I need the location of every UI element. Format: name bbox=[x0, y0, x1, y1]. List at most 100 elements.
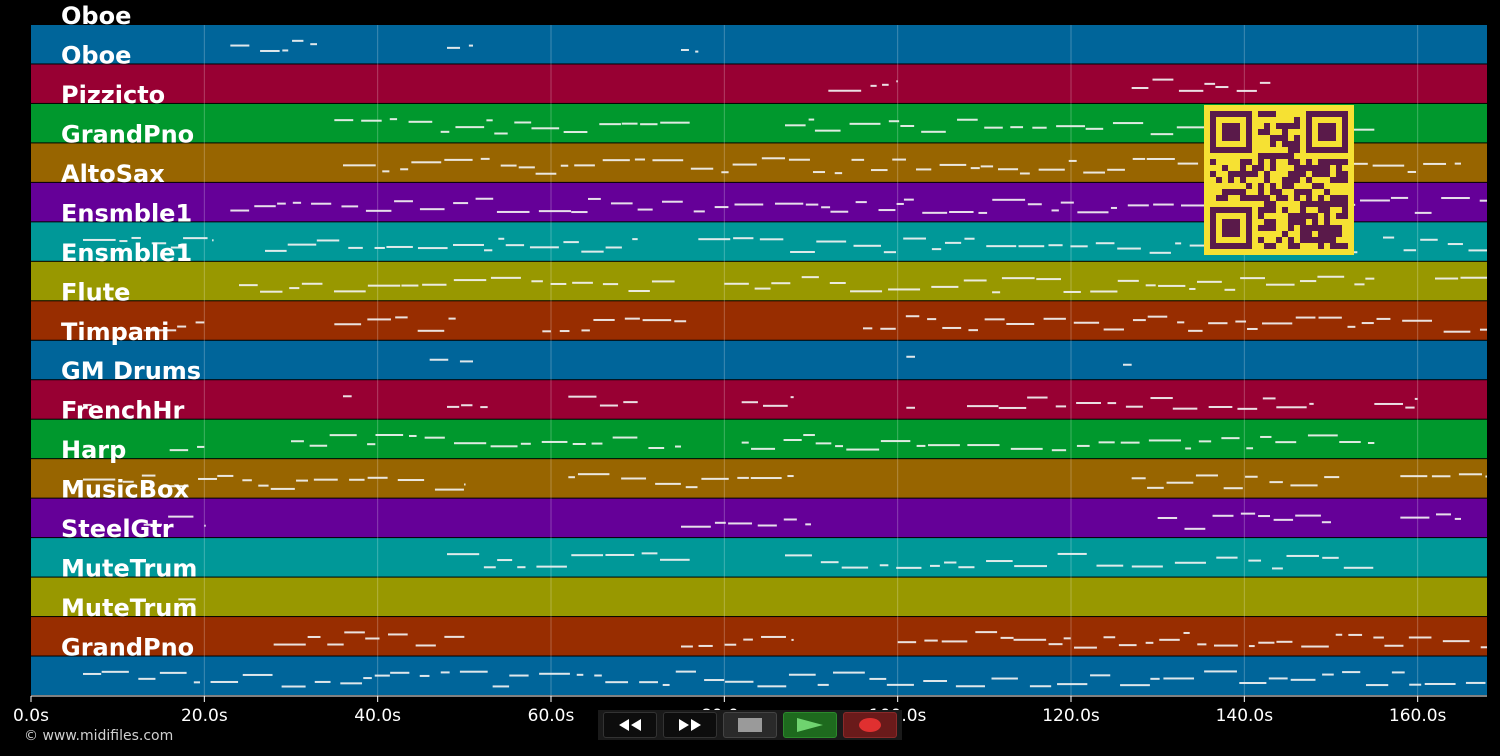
note-mark bbox=[602, 283, 619, 286]
qr-module bbox=[1342, 213, 1348, 219]
note-mark bbox=[494, 132, 508, 135]
qr-module bbox=[1336, 195, 1342, 201]
note-mark bbox=[816, 240, 847, 243]
qr-module bbox=[1306, 189, 1312, 195]
note-mark bbox=[1057, 552, 1087, 555]
qr-module bbox=[1222, 219, 1240, 237]
note-mark bbox=[497, 559, 513, 562]
note-mark bbox=[1335, 633, 1343, 636]
note-mark bbox=[415, 644, 436, 647]
note-mark bbox=[878, 209, 896, 212]
note-mark bbox=[361, 119, 382, 122]
qr-code-pattern bbox=[1210, 111, 1348, 249]
copyright-text: © www.midifiles.com bbox=[24, 728, 174, 744]
track-lane bbox=[31, 261, 1487, 301]
note-mark bbox=[1365, 684, 1389, 687]
note-mark bbox=[788, 158, 810, 161]
note-mark bbox=[1148, 439, 1181, 442]
note-mark bbox=[1077, 211, 1109, 214]
tick-label: 140.0s bbox=[1216, 706, 1274, 726]
qr-module bbox=[1342, 201, 1348, 207]
rewind-button[interactable] bbox=[603, 712, 657, 738]
note-mark bbox=[721, 171, 729, 174]
track-lane bbox=[31, 577, 1487, 617]
qr-module bbox=[1288, 147, 1294, 153]
play-button[interactable] bbox=[783, 712, 837, 738]
note-mark bbox=[841, 566, 869, 569]
qr-module bbox=[1246, 171, 1252, 177]
note-mark bbox=[212, 239, 214, 242]
qr-module bbox=[1336, 213, 1342, 219]
note-mark bbox=[1390, 196, 1409, 199]
note-mark bbox=[363, 677, 372, 680]
note-mark bbox=[1085, 127, 1104, 130]
note-mark bbox=[1163, 677, 1195, 680]
note-mark bbox=[1258, 515, 1270, 518]
fast-forward-button[interactable] bbox=[663, 712, 717, 738]
note-mark bbox=[301, 282, 323, 285]
note-mark bbox=[771, 282, 791, 285]
qr-module bbox=[1318, 171, 1324, 177]
note-mark bbox=[1018, 245, 1045, 248]
note-mark bbox=[1391, 671, 1405, 674]
qr-module bbox=[1312, 213, 1318, 219]
note-mark bbox=[1354, 283, 1365, 286]
note-mark bbox=[1152, 78, 1174, 81]
note-mark bbox=[888, 120, 900, 123]
note-mark bbox=[568, 395, 597, 398]
qr-module bbox=[1330, 159, 1336, 165]
qr-module bbox=[1294, 147, 1300, 153]
tick-label: 0.0s bbox=[13, 706, 49, 726]
note-mark bbox=[417, 247, 448, 250]
note-mark bbox=[517, 566, 526, 569]
qr-module bbox=[1270, 183, 1276, 189]
note-mark bbox=[1485, 475, 1487, 478]
tick-label: 160.0s bbox=[1389, 706, 1447, 726]
note-mark bbox=[169, 449, 189, 452]
note-mark bbox=[498, 237, 505, 240]
note-mark bbox=[714, 206, 729, 209]
note-mark bbox=[1275, 441, 1297, 444]
note-mark bbox=[367, 284, 401, 287]
note-mark bbox=[1258, 641, 1275, 644]
note-mark bbox=[1125, 405, 1143, 408]
note-mark bbox=[1131, 87, 1149, 90]
note-mark bbox=[1409, 683, 1422, 686]
qr-code[interactable] bbox=[1204, 105, 1354, 255]
note-mark bbox=[560, 164, 569, 167]
qr-module bbox=[1264, 111, 1270, 117]
qr-module bbox=[1288, 219, 1294, 225]
note-mark bbox=[1324, 476, 1340, 479]
note-mark bbox=[1309, 402, 1314, 405]
note-mark bbox=[572, 442, 586, 445]
qr-module bbox=[1240, 189, 1246, 195]
note-mark bbox=[921, 130, 946, 133]
note-mark bbox=[260, 290, 283, 293]
record-button[interactable] bbox=[843, 712, 897, 738]
note-mark bbox=[281, 685, 306, 688]
note-mark bbox=[447, 46, 461, 49]
note-mark bbox=[849, 122, 881, 125]
note-mark bbox=[1259, 81, 1271, 84]
note-mark bbox=[183, 237, 208, 240]
note-mark bbox=[159, 671, 187, 674]
track-label: Flute bbox=[61, 278, 130, 306]
qr-module bbox=[1324, 231, 1330, 237]
qr-module bbox=[1216, 177, 1222, 183]
qr-module bbox=[1282, 195, 1288, 201]
note-mark bbox=[1247, 327, 1258, 330]
note-mark bbox=[892, 158, 906, 161]
note-mark bbox=[459, 360, 473, 363]
note-mark bbox=[382, 170, 390, 173]
qr-module bbox=[1276, 153, 1282, 159]
note-mark bbox=[732, 163, 757, 166]
note-mark bbox=[1224, 288, 1236, 291]
note-mark bbox=[761, 157, 786, 160]
note-mark bbox=[805, 203, 819, 206]
note-mark bbox=[447, 405, 460, 408]
note-mark bbox=[906, 406, 915, 409]
note-mark bbox=[743, 638, 753, 641]
qr-module bbox=[1342, 207, 1348, 213]
stop-button[interactable] bbox=[723, 712, 777, 738]
qr-module bbox=[1342, 195, 1348, 201]
